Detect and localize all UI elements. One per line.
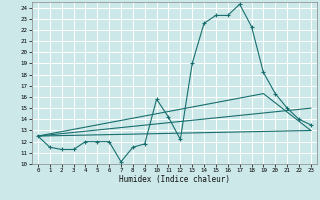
X-axis label: Humidex (Indice chaleur): Humidex (Indice chaleur)	[119, 175, 230, 184]
